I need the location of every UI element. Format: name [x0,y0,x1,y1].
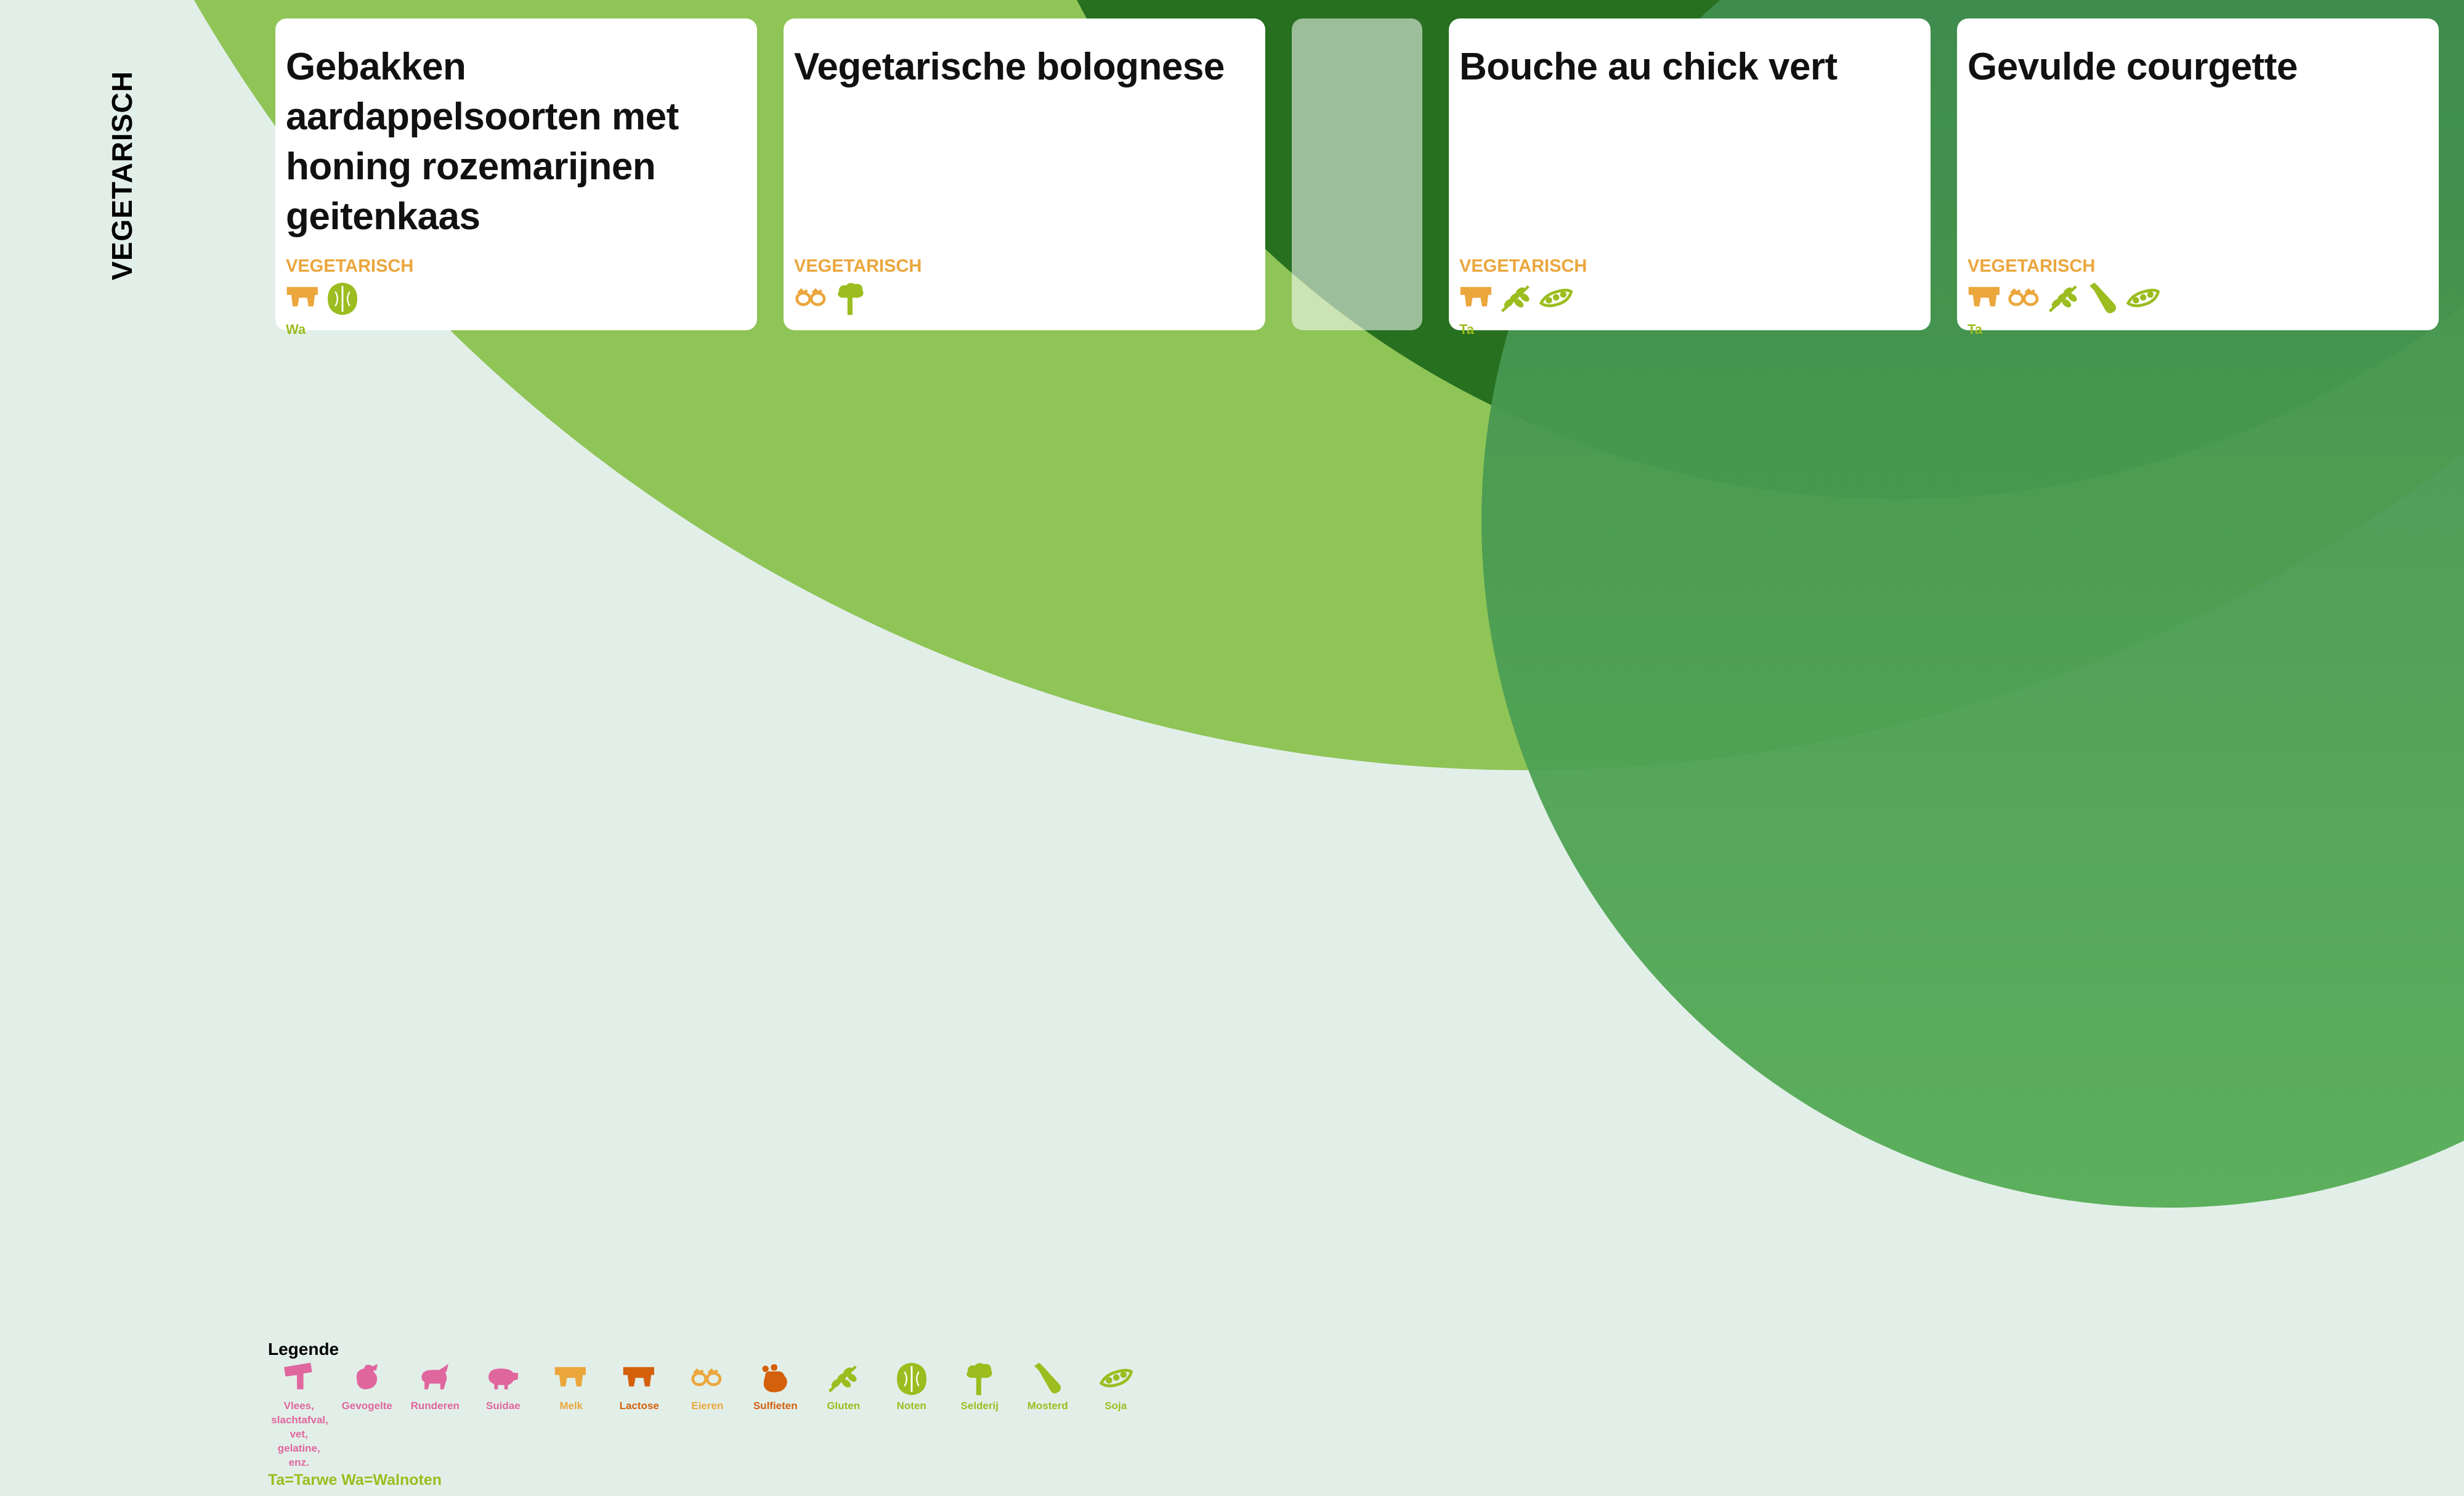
allergen-icons [286,280,360,317]
card-title: Gebakken aardappelsoorten met honing roz… [286,46,679,238]
eieren-icon [795,288,826,306]
gluten-icon [2048,285,2077,312]
section-title-text: VEGETARISCH [106,71,138,280]
diet-badge: VEGETARISCH [286,256,414,276]
legend-label: Mosterd [1027,1400,1068,1412]
legend-label: Noten [896,1400,926,1412]
legend-label: Lactose [619,1400,659,1412]
eieren-icon [2008,288,2039,306]
legend-note: Ta=Tarwe Wa=Walnoten [268,1471,442,1489]
gluten-icon [1501,285,1530,312]
noten-icon [328,282,357,315]
menu-card[interactable]: Bouche au chick vert VEGETARISCH Ta [1449,18,1931,337]
allergen-note: Ta [1968,322,1983,337]
allergen-icons [794,280,868,317]
menu-card[interactable]: Gevulde courgette VEGETARISCH Ta [1957,18,2439,337]
soja-icon [1539,288,1573,307]
legend-label: Suidae [485,1400,521,1412]
legend-item: Runderen [401,1362,469,1470]
section-title: VEGETARISCH [100,71,144,280]
card-title: Bouche au chick vert [1459,46,1838,88]
soja-icon [1099,1368,1133,1388]
legend-item: Selderij [946,1362,1014,1470]
noten-icon [896,1362,926,1396]
diet-badge: VEGETARISCH [1459,256,1587,276]
legend-label: Gluten [827,1400,861,1412]
legend-label: Eieren [691,1400,724,1412]
soja-icon [2126,288,2160,307]
legend: Vlees, slachtafval, vet, gelatine, enz. G… [265,1362,1150,1470]
card-title: Gevulde courgette [1968,46,2298,88]
legend-label: Selderij [960,1400,999,1412]
allergen-note: Wa [286,322,306,337]
mosterd-icon [1034,1362,1061,1394]
legend-label: Vlees, slachtafval, vet, gelatine, enz. [271,1400,328,1468]
allergen-note: Ta [1459,322,1475,337]
legend-label: Soja [1104,1400,1127,1412]
legend-item: Suidae [469,1362,538,1470]
suidae-icon [488,1368,518,1389]
legend-title: Legende [268,1339,339,1359]
lactose-icon [623,1367,654,1387]
legend-item: Eieren [673,1362,742,1470]
gevogelte-icon [356,1364,378,1389]
sulfieten-icon [762,1364,787,1392]
melk-icon [1460,287,1491,307]
legend-label: Sulfieten [753,1400,798,1412]
mosterd-icon [2089,282,2117,314]
diet-badge: VEGETARISCH [794,256,922,276]
melk-icon [1968,287,2000,307]
legend-item: Lactose [606,1362,674,1470]
menu-card[interactable] [1292,18,1422,330]
card-title: Vegetarische bolognese [794,46,1225,88]
legend-label: Runderen [410,1400,460,1412]
diet-badge: VEGETARISCH [1968,256,2096,276]
legend-item: Sulfieten [742,1362,810,1470]
menu-card[interactable]: Vegetarische bolognese VEGETARISCH [784,18,1265,330]
selderij-icon [967,1363,992,1396]
legend-item: Mosterd [1014,1362,1082,1470]
runderen-icon [421,1363,449,1389]
vlees-icon [284,1362,312,1389]
legend-item: Gluten [809,1362,878,1470]
gluten-icon [829,1365,857,1392]
melk-icon [555,1367,586,1387]
legend-item: Noten [878,1362,946,1470]
legend-label: Melk [559,1400,583,1412]
legend-item: Soja [1082,1362,1150,1470]
legend-item: Vlees, slachtafval, vet, gelatine, enz. [265,1362,333,1470]
selderij-icon [838,283,864,315]
allergen-icons [1968,280,2160,317]
allergen-icons [1459,280,1573,317]
legend-item: Melk [537,1362,606,1470]
melk-icon [286,287,318,307]
legend-label: Gevogelte [341,1400,392,1412]
eieren-icon [691,1368,722,1386]
menu-card[interactable]: Gebakken aardappelsoorten met honing roz… [275,18,757,337]
legend-item: Gevogelte [333,1362,402,1470]
